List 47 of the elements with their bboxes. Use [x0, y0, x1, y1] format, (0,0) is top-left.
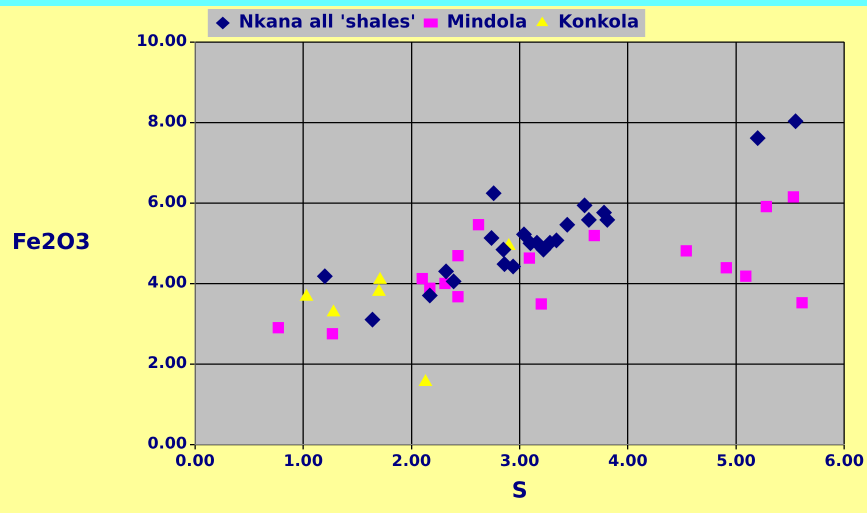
y-tick-label: 4.00 [148, 272, 187, 292]
y-tick-label: 0.00 [148, 434, 187, 453]
x-tick-label: 3.00 [500, 451, 540, 470]
point [452, 250, 464, 262]
point [580, 212, 597, 228]
point [472, 219, 484, 230]
point [680, 245, 692, 257]
point [720, 262, 732, 274]
point [750, 130, 766, 146]
legend-label: Mindola [446, 12, 528, 33]
point [524, 252, 536, 264]
x-axis-title: S [512, 478, 528, 504]
point [364, 312, 380, 328]
x-tick-label: 2.00 [392, 451, 432, 470]
point [483, 230, 500, 246]
y-tick-label: 8.00 [148, 112, 187, 131]
point [576, 197, 593, 214]
point [438, 263, 454, 280]
y-tick-label: 2.00 [148, 353, 187, 372]
point [272, 322, 284, 334]
point [416, 272, 428, 284]
point [452, 291, 464, 302]
point [760, 200, 772, 212]
legend-label: Nkana all 'shales' [238, 12, 416, 33]
y-tick-label: 6.00 [148, 192, 187, 212]
point [559, 216, 576, 233]
x-tick-label: 4.00 [608, 451, 648, 470]
point [536, 298, 547, 310]
legend-label: Konkola [558, 12, 640, 33]
x-tick-label: 5.00 [716, 451, 756, 470]
point [588, 230, 600, 242]
point [788, 113, 804, 130]
point [316, 268, 333, 284]
point [326, 328, 338, 340]
point [516, 226, 532, 242]
point [740, 270, 752, 282]
point [422, 288, 438, 304]
point [486, 185, 502, 202]
y-tick-label: 10.00 [136, 31, 187, 50]
point [796, 297, 808, 308]
point [446, 273, 462, 290]
x-tick-label: 0.00 [175, 451, 215, 470]
x-tick-label: 6.00 [824, 451, 864, 470]
point [788, 191, 800, 203]
point [495, 242, 512, 258]
y-axis-title: Fe2O3 [12, 230, 90, 255]
x-tick-label: 1.00 [283, 451, 323, 470]
